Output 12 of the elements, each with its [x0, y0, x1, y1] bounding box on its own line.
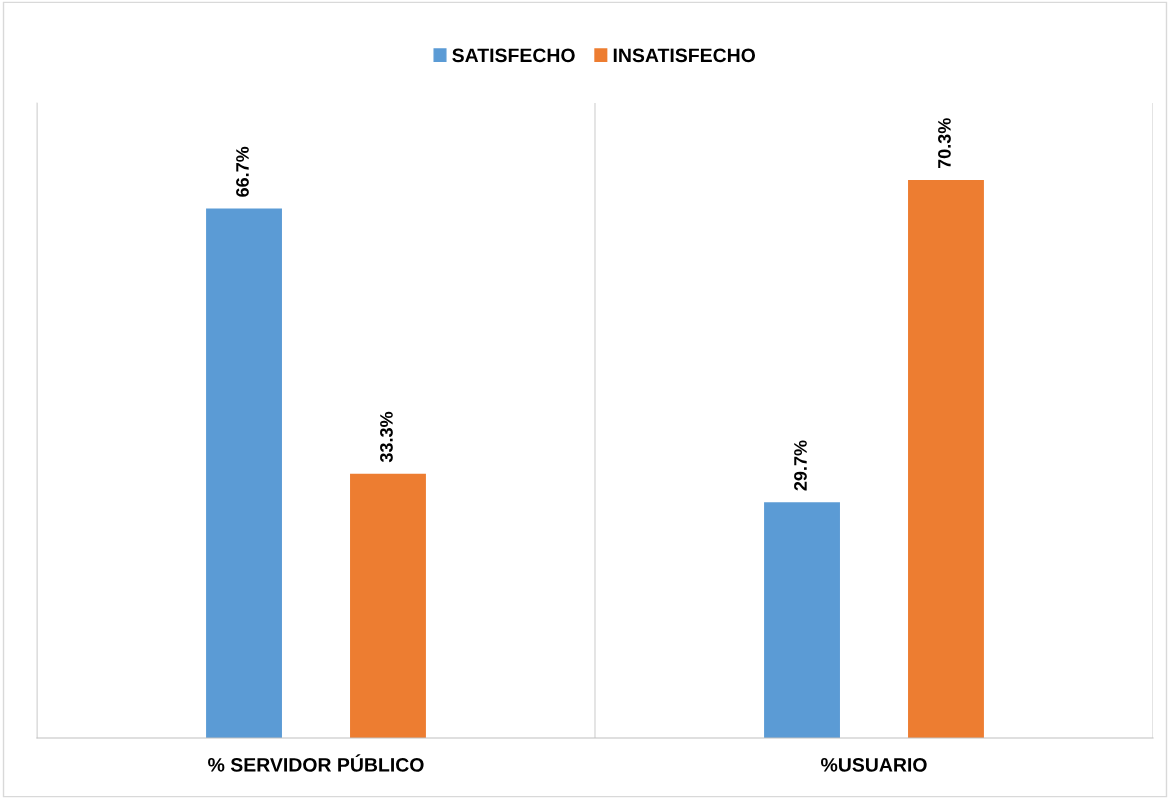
x-tick-label: % SERVIDOR PÚBLICO: [208, 754, 424, 772]
data-label: 29.7%: [794, 440, 807, 491]
data-label: 33.3%: [380, 411, 393, 463]
legend-label: INSATISFECHO: [613, 48, 756, 63]
bar: [764, 502, 840, 738]
data-label: 70.3%: [938, 118, 951, 169]
bar: [206, 208, 282, 738]
x-tick-label: %USUARIO: [821, 757, 927, 772]
bar: [908, 179, 984, 738]
legend-label: SATISFECHO: [452, 48, 575, 63]
data-label: 66.7%: [236, 146, 249, 197]
bar: [350, 473, 426, 738]
